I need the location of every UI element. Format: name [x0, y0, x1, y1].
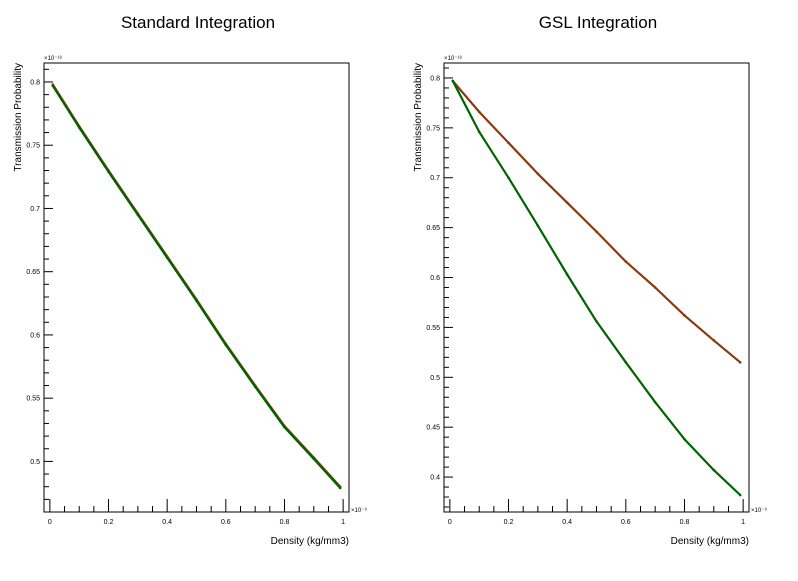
x-tick-label: 0.8 [680, 519, 690, 526]
x-exponent-label: ×10⁻⁹ [351, 507, 367, 514]
plot-marks [51, 83, 342, 490]
y-tick-label: 0.8 [430, 75, 440, 82]
series-2-point [77, 126, 81, 129]
series-1-point [595, 230, 598, 233]
series-2-point [195, 299, 198, 303]
x-tick-label: 0 [448, 519, 452, 526]
x-tick-label: 0 [48, 519, 52, 526]
series-2-point [107, 170, 110, 174]
series-2-point [51, 84, 55, 88]
chart-title: Standard Integration [121, 13, 275, 32]
series-2-point [224, 343, 228, 347]
series-2-point [283, 425, 286, 429]
series-2-point [565, 273, 569, 276]
series-2-point [712, 468, 716, 472]
series-line-2 [51, 85, 342, 489]
series-2-point [653, 400, 657, 404]
x-tick-label: 0.4 [162, 519, 172, 526]
y-axis-label: Transmission Probability [13, 63, 24, 172]
y-axis-ticks: 0.4 0.45 0.5 0.55 0.6 0.65 0.7 0.75 0.8 [426, 67, 453, 508]
y-exponent-label: ×10⁻¹⁸ [444, 55, 462, 62]
series-2-point [624, 361, 628, 364]
plot-frame [443, 62, 750, 513]
y-tick-label: 0.55 [26, 396, 40, 403]
y-tick-label: 0.8 [30, 79, 40, 86]
x-axis-ticks: 0 0.2 0.4 0.6 0.8 1 [448, 499, 745, 526]
x-tick-label: 0.2 [504, 519, 514, 526]
x-axis-label: Density (kg/mm3) [271, 536, 349, 547]
x-tick-label: 0.4 [562, 519, 572, 526]
series-1-point [683, 314, 686, 317]
y-axis-label: Transmission Probability [413, 63, 424, 172]
series-2-point [136, 213, 140, 217]
y-tick-label: 0.4 [430, 475, 440, 482]
series-1-point [653, 286, 657, 289]
y-axis-ticks: 0.5 0.55 0.6 0.65 0.7 0.75 0.8 [26, 68, 53, 513]
y-tick-label: 0.75 [26, 143, 40, 150]
series-2-point [165, 256, 169, 260]
series-2-point [536, 224, 540, 227]
x-axis-label: Density (kg/mm3) [671, 536, 749, 547]
y-tick-label: 0.6 [430, 275, 440, 282]
series-1-point [624, 260, 628, 263]
y-tick-label: 0.75 [426, 125, 440, 132]
y-tick-label: 0.55 [426, 325, 440, 332]
x-tick-label: 0.6 [621, 519, 631, 526]
series-2-point [595, 320, 598, 323]
series-1-point [712, 339, 716, 342]
series-1-point [477, 110, 481, 114]
x-tick-label: 1 [341, 519, 345, 526]
y-tick-label: 0.65 [426, 225, 440, 232]
x-tick-label: 0.8 [280, 519, 290, 526]
series-line-2 [451, 80, 741, 496]
y-tick-label: 0.7 [30, 206, 40, 213]
series-2-point [338, 486, 342, 490]
series-1-point [507, 141, 510, 145]
y-exponent-label: ×10⁻¹⁸ [44, 55, 62, 62]
panel-standard-integration: Standard Integration 0 0.2 0.4 0.6 0.8 1 0.50… [13, 13, 367, 547]
series-2-point [253, 385, 257, 389]
y-tick-label: 0.5 [30, 459, 40, 466]
series-2-point [683, 437, 686, 441]
panel-gsl-integration: GSL Integration 0 0.2 0.4 0.6 0.8 1 0.40.450.… [413, 13, 767, 547]
y-tick-label: 0.5 [430, 375, 440, 382]
series-2-point [477, 130, 481, 134]
series-2-point [507, 176, 510, 180]
series-2-point [738, 493, 742, 497]
y-tick-label: 0.7 [430, 175, 440, 182]
x-axis-ticks: 0 0.2 0.4 0.6 0.8 1 [48, 499, 345, 526]
plot-marks [451, 79, 742, 497]
x-exponent-label: ×10⁻⁹ [751, 507, 767, 514]
x-tick-label: 0.2 [104, 519, 114, 526]
y-tick-label: 0.6 [30, 332, 40, 339]
series-line-1 [51, 83, 342, 488]
series-1-point [536, 172, 540, 176]
series-2-point [312, 457, 316, 461]
series-1-point [738, 361, 742, 364]
chart-title: GSL Integration [539, 13, 657, 32]
x-tick-label: 0.6 [221, 519, 231, 526]
y-tick-label: 0.65 [26, 269, 40, 276]
x-tick-label: 1 [741, 519, 745, 526]
series-2-point [451, 79, 455, 83]
series-1-point [565, 201, 569, 204]
y-tick-label: 0.45 [426, 425, 440, 432]
